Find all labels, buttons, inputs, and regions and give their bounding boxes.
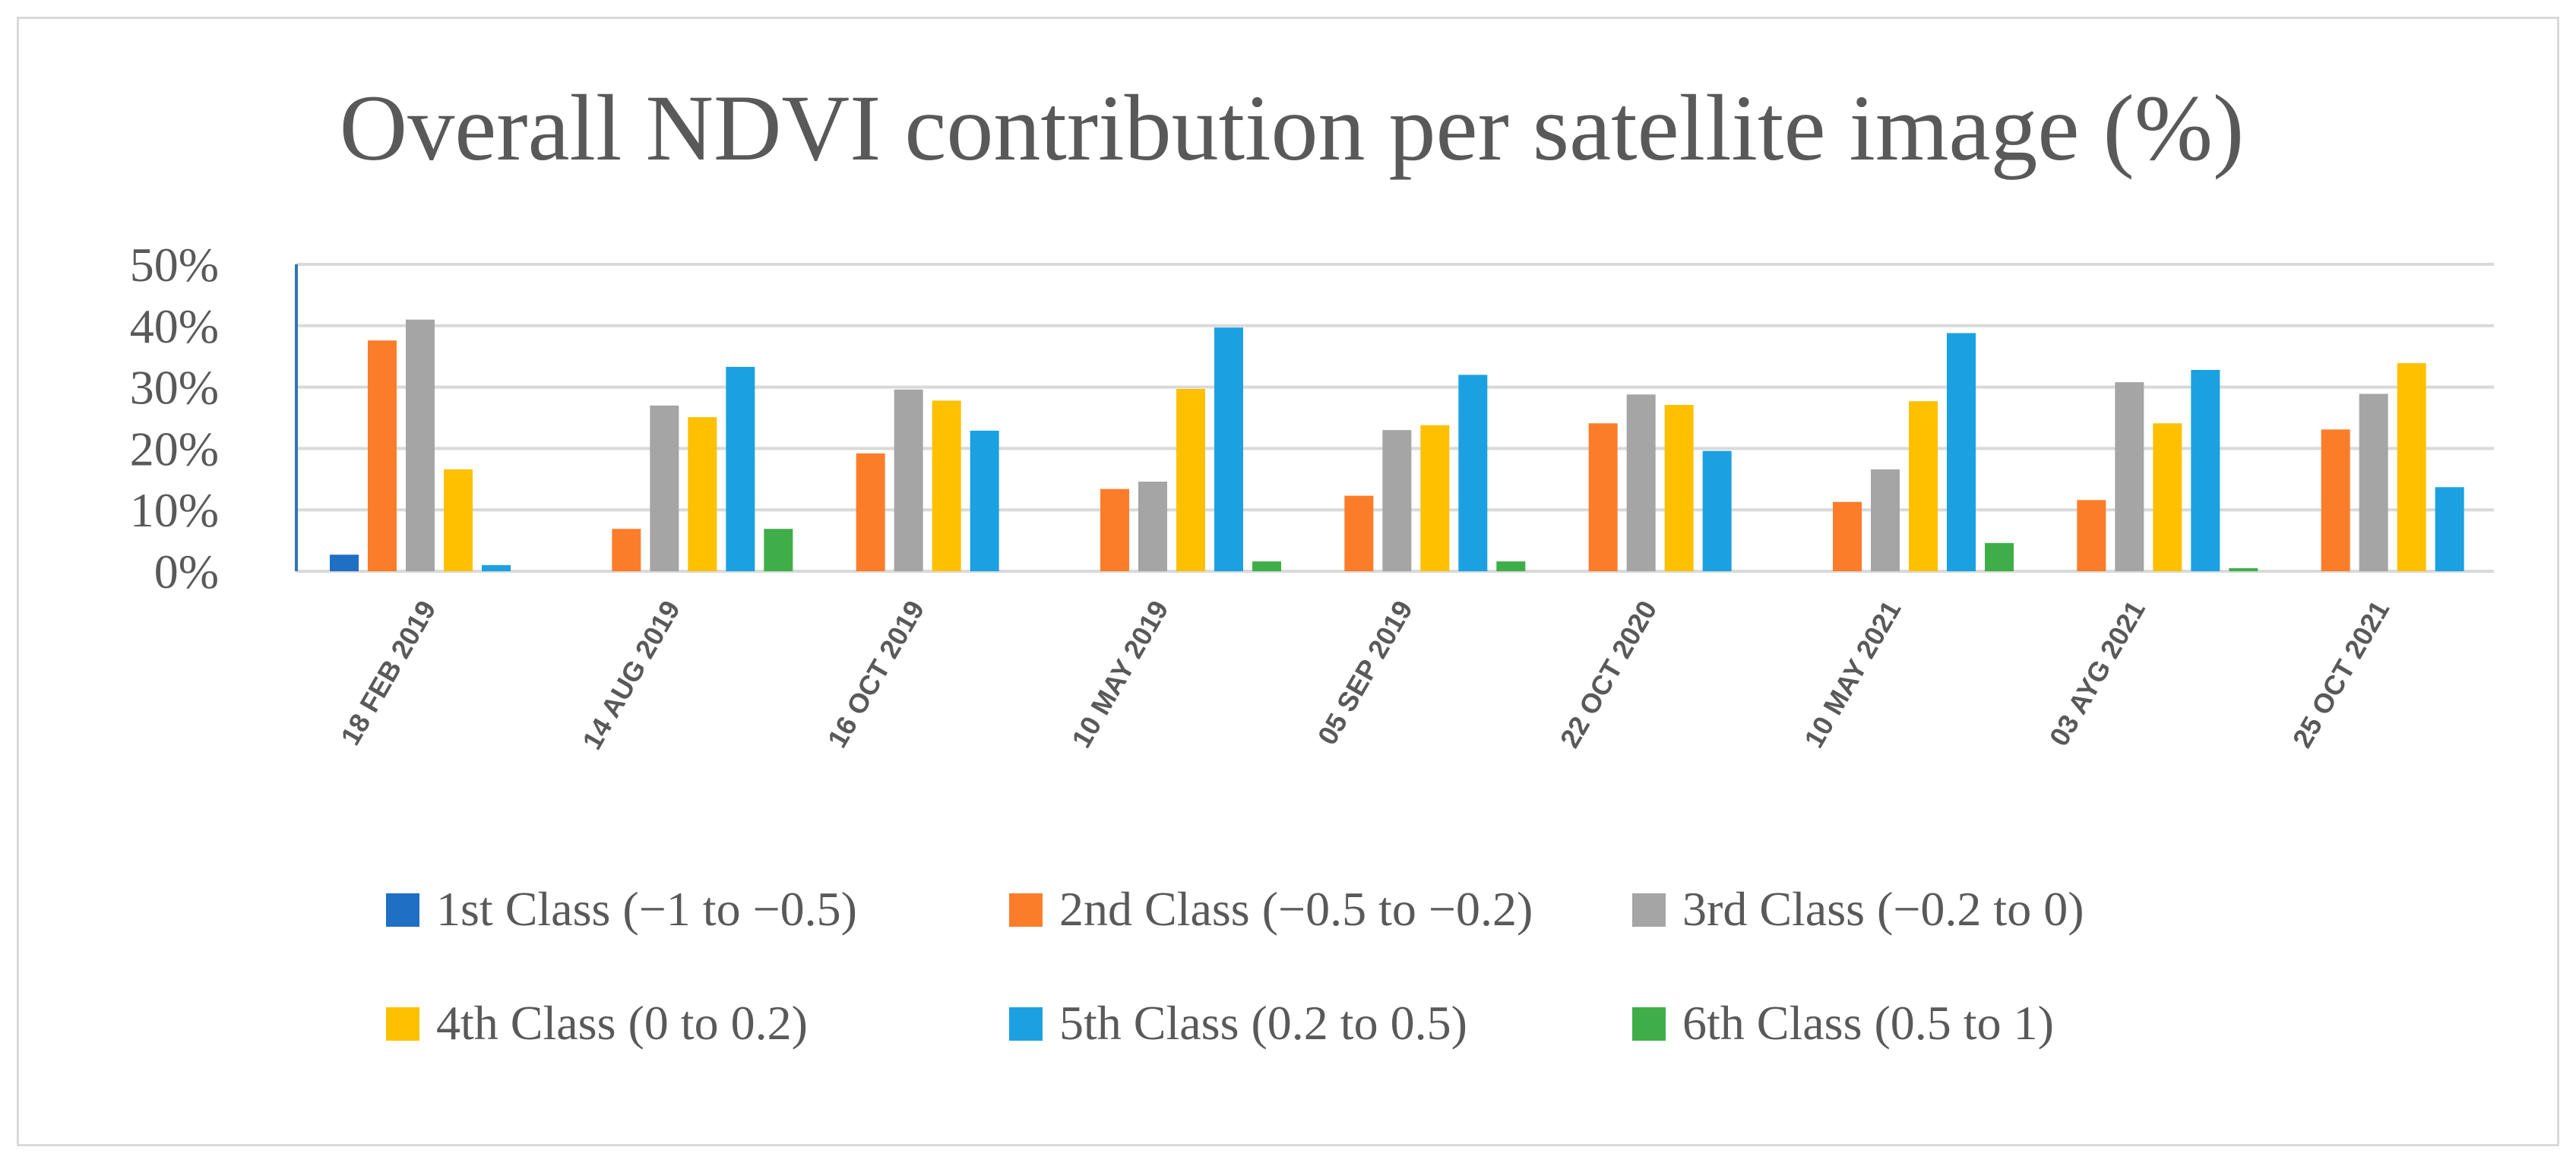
- legend-swatch: [386, 1007, 419, 1041]
- y-tick-label: 40%: [130, 299, 219, 353]
- y-tick-label: 50%: [130, 238, 219, 292]
- y-tick-label: 10%: [130, 483, 219, 537]
- bar: [2229, 567, 2258, 571]
- legend-item: 1st Class (−1 to −0.5): [386, 882, 857, 936]
- bar: [2359, 393, 2388, 571]
- bar: [482, 564, 511, 571]
- legend-label: 5th Class (0.2 to 0.5): [1059, 996, 1467, 1050]
- bar: [612, 529, 641, 571]
- bar: [368, 340, 397, 571]
- bar: [1626, 394, 1656, 571]
- bar: [1985, 542, 2014, 571]
- bar: [444, 469, 473, 571]
- legend-swatch: [1632, 1007, 1666, 1041]
- legend: 1st Class (−1 to −0.5) 2nd Class (−0.5 to…: [386, 882, 2084, 1050]
- legend-label: 3rd Class (−0.2 to 0): [1682, 882, 2084, 936]
- legend-item: 2nd Class (−0.5 to −0.2): [1009, 882, 1533, 936]
- bar: [330, 555, 359, 571]
- bar-layer: [330, 319, 2464, 571]
- bar: [1100, 488, 1129, 571]
- legend-swatch: [386, 893, 419, 927]
- legend-label: 1st Class (−1 to −0.5): [436, 882, 857, 936]
- bar: [2321, 429, 2350, 571]
- bar: [1344, 495, 1374, 571]
- bar: [2191, 369, 2220, 571]
- bar: [1214, 327, 1243, 571]
- bar: [1382, 430, 1412, 571]
- y-tick-label: 30%: [130, 361, 219, 415]
- bar: [970, 430, 999, 571]
- bar: [1588, 423, 1618, 571]
- legend-item: 6th Class (0.5 to 1): [1632, 996, 2054, 1050]
- bar: [1702, 450, 1732, 571]
- legend-swatch: [1009, 893, 1043, 927]
- bar: [650, 405, 679, 571]
- x-tick-label: 18 FEB 2019: [334, 596, 442, 751]
- bar: [726, 366, 755, 571]
- bar: [764, 529, 793, 571]
- bar: [1871, 469, 1900, 571]
- y-tick-label: 20%: [130, 422, 219, 476]
- bar: [2397, 363, 2426, 571]
- bar: [1176, 389, 1205, 571]
- legend-item: 5th Class (0.2 to 0.5): [1009, 996, 1467, 1050]
- x-tick-label: 14 AUG 2019: [576, 596, 686, 755]
- x-tick-label: 16 OCT 2019: [821, 596, 931, 754]
- bar: [1252, 561, 1281, 571]
- x-tick-label: 05 SEP 2019: [1312, 596, 1419, 751]
- bar: [406, 319, 435, 571]
- bar: [1833, 501, 1862, 571]
- x-tick-label: 25 OCT 2021: [2286, 596, 2396, 754]
- legend-label: 6th Class (0.5 to 1): [1682, 996, 2054, 1050]
- legend-item: 4th Class (0 to 0.2): [386, 996, 808, 1050]
- legend-label: 4th Class (0 to 0.2): [436, 996, 808, 1050]
- legend-label: 2nd Class (−0.5 to −0.2): [1059, 882, 1533, 936]
- chart-title: Overall NDVI contribution per satellite …: [340, 76, 2245, 180]
- legend-swatch: [1009, 1007, 1043, 1041]
- bar: [894, 389, 923, 571]
- bar: [856, 453, 885, 571]
- bar: [1138, 482, 1167, 571]
- legend-item: 3rd Class (−0.2 to 0): [1632, 882, 2084, 936]
- bar: [688, 417, 717, 571]
- x-tick-label: 22 OCT 2020: [1554, 596, 1663, 754]
- x-tick-label: 03 AYG 2021: [2043, 596, 2151, 751]
- bar: [1947, 333, 1976, 571]
- bar: [1496, 561, 1526, 571]
- x-tick-label: 10 MAY 2019: [1065, 596, 1175, 754]
- bar: [1420, 425, 1450, 571]
- bar: [2077, 500, 2106, 571]
- bar: [2153, 423, 2182, 571]
- bar: [1458, 374, 1488, 571]
- bar: [2115, 382, 2144, 571]
- chart-frame: [17, 17, 2559, 1146]
- x-tick-label: 10 MAY 2021: [1798, 596, 1907, 754]
- legend-swatch: [1632, 893, 1666, 927]
- bar: [932, 400, 961, 571]
- bar: [2435, 487, 2464, 571]
- y-tick-label: 0%: [154, 545, 219, 599]
- bar: [1909, 401, 1938, 571]
- bar: [1664, 405, 1694, 571]
